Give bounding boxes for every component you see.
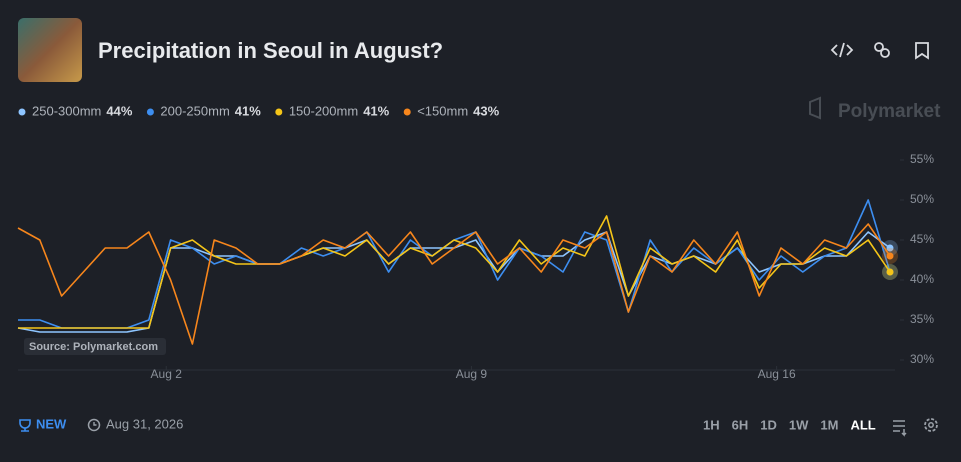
watermark-text: Polymarket bbox=[838, 101, 941, 122]
y-tick-label: 55% bbox=[910, 152, 934, 166]
legend-name: 150-200mm bbox=[289, 103, 358, 118]
y-tick-label: 45% bbox=[910, 232, 934, 246]
legend-name: 200-250mm bbox=[160, 103, 229, 118]
range-button[interactable]: 1D bbox=[760, 417, 777, 432]
legend-swatch bbox=[403, 108, 411, 116]
x-tick-label: Aug 9 bbox=[456, 367, 488, 381]
range-button[interactable]: ALL bbox=[850, 417, 875, 432]
source-box bbox=[24, 338, 166, 355]
link-icon[interactable] bbox=[874, 42, 890, 58]
clock-icon bbox=[87, 418, 101, 432]
legend-value: 43% bbox=[473, 103, 499, 118]
legend-swatch bbox=[275, 108, 283, 116]
range-button[interactable]: 1W bbox=[789, 417, 809, 432]
series-line bbox=[17, 223, 891, 345]
series-line bbox=[18, 199, 891, 329]
y-tick-label: 30% bbox=[910, 352, 934, 366]
clock-hands bbox=[93, 422, 97, 426]
legend-name: 250-300mm bbox=[32, 103, 101, 118]
trophy-icon bbox=[19, 419, 31, 432]
end-dot bbox=[886, 252, 894, 260]
legend-name: <150mm bbox=[417, 103, 468, 118]
x-tick-label: Aug 16 bbox=[758, 367, 796, 381]
range-button[interactable]: 1M bbox=[820, 417, 838, 432]
settings-icon-center bbox=[928, 422, 934, 428]
source: Source: Polymarket.com bbox=[29, 341, 158, 353]
thumbnail bbox=[18, 18, 82, 82]
legend-swatch bbox=[146, 108, 154, 116]
series-line bbox=[18, 215, 891, 329]
bookmark-icon[interactable] bbox=[915, 42, 929, 60]
legend-value: 44% bbox=[106, 103, 132, 118]
range-button[interactable]: 6H bbox=[732, 417, 749, 432]
sort-icon[interactable] bbox=[893, 420, 907, 437]
end-date: Aug 31, 2026 bbox=[106, 416, 183, 431]
new-badge: NEW bbox=[36, 416, 67, 431]
y-tick-label: 40% bbox=[910, 272, 934, 286]
title: Precipitation in Seoul in August? bbox=[98, 38, 443, 63]
legend-value: 41% bbox=[235, 103, 261, 118]
range-button[interactable]: 1H bbox=[703, 417, 720, 432]
end-dot bbox=[886, 244, 894, 252]
end-dot bbox=[886, 268, 894, 276]
legend-swatch bbox=[18, 108, 26, 116]
settings-icon[interactable] bbox=[924, 418, 938, 432]
embed-icon[interactable] bbox=[830, 42, 854, 58]
x-tick-label: Aug 2 bbox=[151, 367, 183, 381]
watermark: Polymarket bbox=[809, 96, 941, 122]
y-tick-label: 35% bbox=[910, 312, 934, 326]
legend-value: 41% bbox=[363, 103, 389, 118]
y-tick-label: 50% bbox=[910, 192, 934, 206]
